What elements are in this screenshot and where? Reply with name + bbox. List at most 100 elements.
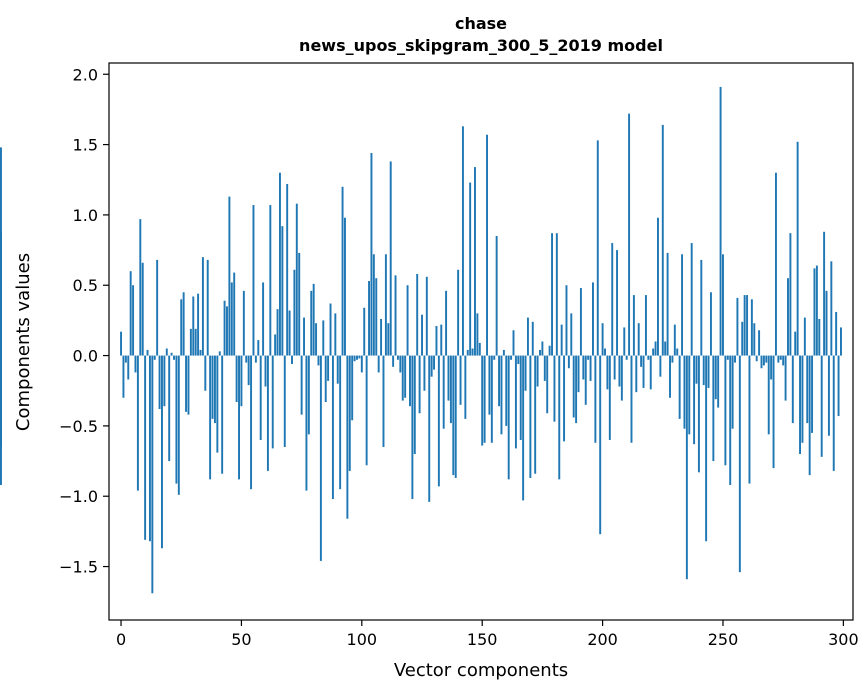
bar-126	[423, 355, 426, 391]
bar-37	[209, 355, 212, 480]
bar-19	[165, 348, 168, 356]
bar-145	[469, 182, 472, 356]
bar-246	[712, 355, 715, 462]
bar-148	[476, 313, 479, 356]
bar-209	[623, 327, 626, 356]
bar-297	[835, 311, 838, 356]
bar-225	[661, 124, 664, 356]
y-axis-label: Components values	[13, 253, 34, 431]
bar-81	[315, 323, 318, 356]
bar-283	[801, 355, 804, 443]
bar-165	[517, 355, 520, 365]
bar-66	[278, 172, 281, 356]
bar-184	[563, 355, 566, 442]
bar-159	[502, 349, 505, 356]
bar-274	[779, 355, 782, 360]
bar-255	[734, 355, 736, 363]
bar-157	[498, 355, 501, 407]
bar-222	[654, 341, 657, 356]
bar-257	[738, 355, 741, 573]
bar-201	[604, 348, 606, 356]
bar-110	[384, 254, 387, 356]
bar-30	[192, 296, 195, 356]
bar-286	[808, 355, 811, 476]
x-axis-label: Vector components	[394, 660, 568, 681]
bar-135	[445, 290, 448, 356]
bar-35	[204, 355, 207, 391]
bar-189	[575, 355, 578, 424]
bar-253	[729, 355, 732, 485]
bar-undefined	[0, 355, 2, 397]
bar-63	[271, 355, 274, 449]
bar-275	[782, 355, 785, 366]
bar-188	[572, 355, 575, 418]
bar-292	[823, 231, 826, 356]
x-tick-label: 250	[708, 630, 739, 649]
bar-130	[433, 355, 436, 370]
bar-108	[380, 318, 383, 356]
bar-185	[565, 285, 568, 356]
bar-260	[746, 295, 749, 356]
bar-137	[449, 355, 452, 424]
bar-104	[370, 153, 373, 356]
bar-149	[478, 342, 481, 356]
bar-178	[548, 345, 551, 356]
bar-0	[120, 331, 123, 356]
bar-44	[226, 306, 228, 356]
bar-230	[673, 324, 676, 356]
bar-247	[714, 355, 717, 400]
bar-281	[796, 141, 799, 356]
bar-202	[606, 355, 609, 390]
bar-96	[351, 355, 354, 421]
bar-289	[815, 265, 818, 356]
bar-50	[240, 355, 243, 407]
bar-1	[122, 355, 125, 398]
bar-193	[584, 355, 587, 405]
bar-72	[293, 269, 296, 356]
bar-180	[553, 355, 556, 422]
bar-250	[722, 254, 724, 356]
bar-196	[592, 282, 594, 356]
bar-57	[257, 340, 260, 356]
bar-45	[228, 196, 231, 356]
bar-295	[830, 261, 833, 356]
bar-282	[799, 355, 801, 455]
bar-181	[555, 233, 558, 356]
bar-71	[291, 355, 293, 365]
bar-160	[505, 355, 508, 426]
bar-67	[281, 226, 284, 356]
bar-242	[702, 355, 705, 386]
bar-208	[620, 355, 623, 401]
x-tick-label: 100	[347, 630, 378, 649]
bar-199	[599, 355, 602, 535]
bar-248	[717, 355, 720, 408]
y-tick-label: 1.5	[73, 136, 98, 155]
bar-15	[156, 259, 159, 356]
bar-161	[507, 355, 510, 480]
bar-12	[148, 355, 151, 542]
bar-252	[726, 355, 729, 360]
bar-207	[618, 355, 621, 387]
bar-125	[421, 314, 423, 356]
bar-undefined	[0, 147, 2, 356]
bar-140	[457, 269, 460, 356]
bar-119	[406, 285, 409, 356]
bar-241	[700, 259, 703, 356]
bar-263	[753, 323, 756, 356]
bar-279	[791, 355, 794, 424]
bar-79	[310, 290, 313, 356]
bar-49	[238, 355, 240, 480]
bar-6	[134, 355, 137, 373]
bar-244	[707, 355, 710, 388]
bar-170	[529, 355, 532, 478]
bar-258	[741, 321, 744, 356]
y-tick-label: −0.5	[59, 417, 98, 436]
bar-132	[437, 355, 440, 487]
bar-84	[322, 320, 325, 356]
bar-141	[459, 355, 462, 405]
bar-69	[286, 183, 289, 356]
bar-261	[748, 355, 751, 484]
bar-65	[276, 309, 279, 356]
bar-229	[671, 355, 674, 363]
